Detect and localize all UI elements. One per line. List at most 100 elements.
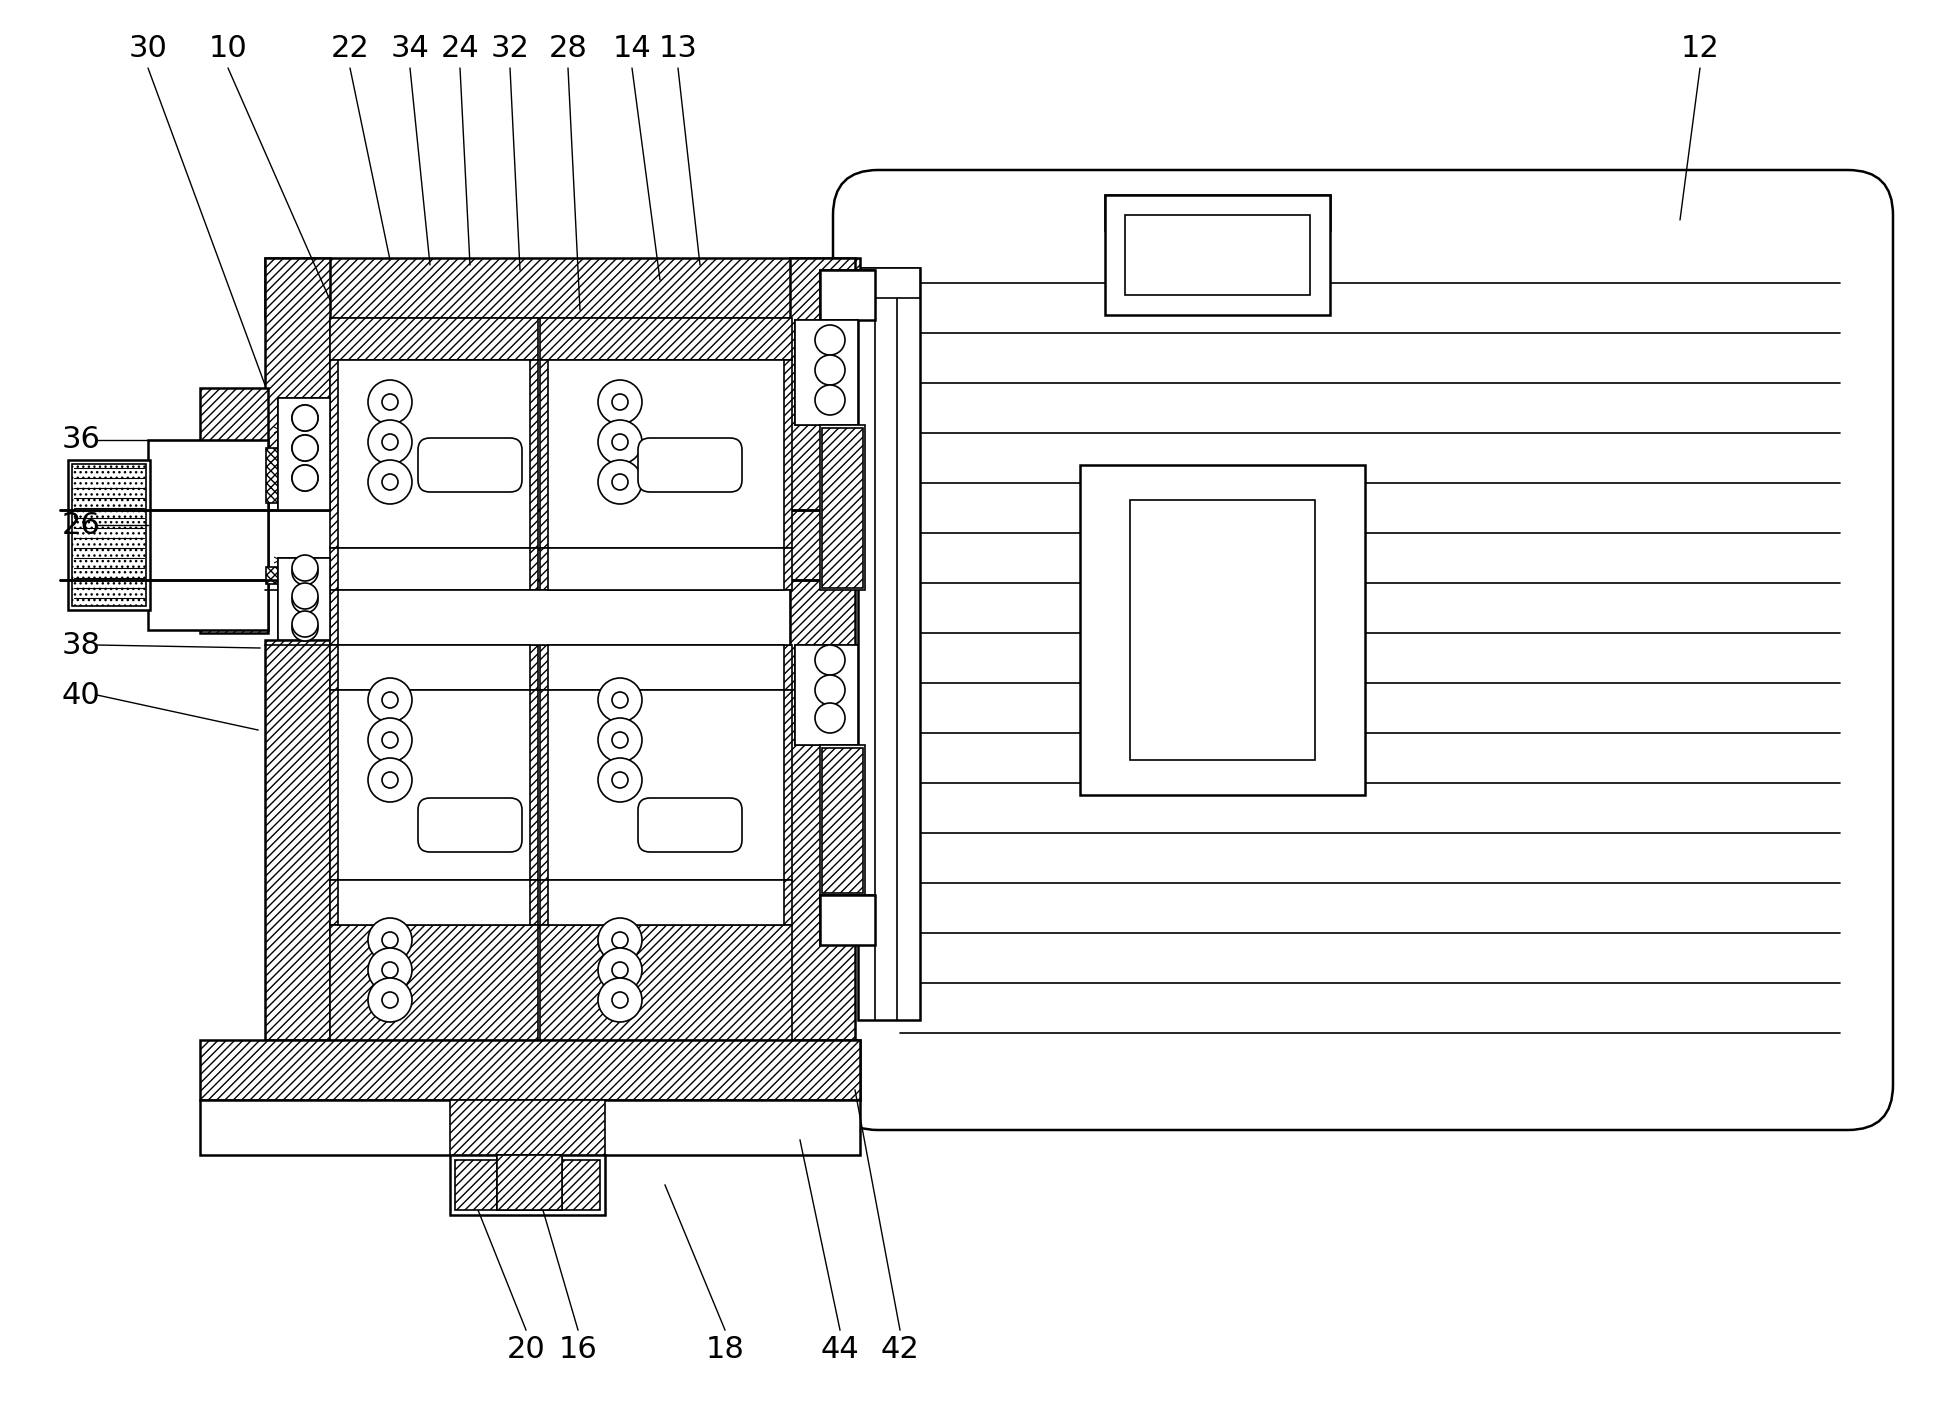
Bar — [278, 398, 331, 509]
Circle shape — [611, 773, 629, 788]
Circle shape — [597, 719, 642, 761]
Bar — [821, 748, 862, 894]
Circle shape — [381, 962, 399, 978]
Bar — [858, 268, 920, 297]
Bar — [1105, 195, 1329, 231]
Bar — [819, 746, 866, 895]
Text: 32: 32 — [490, 34, 529, 63]
Bar — [331, 317, 537, 360]
Text: 13: 13 — [658, 34, 697, 63]
Circle shape — [597, 948, 642, 992]
Circle shape — [597, 420, 642, 464]
Bar — [331, 548, 537, 591]
Text: 18: 18 — [706, 1335, 745, 1365]
Bar — [549, 645, 784, 690]
Bar — [819, 895, 876, 945]
Bar — [265, 258, 331, 450]
Bar — [339, 645, 529, 690]
Bar — [1105, 195, 1329, 314]
Bar — [819, 270, 876, 320]
Circle shape — [611, 692, 629, 709]
Circle shape — [292, 406, 317, 431]
Text: 10: 10 — [208, 34, 247, 63]
Circle shape — [611, 434, 629, 450]
Circle shape — [381, 434, 399, 450]
Circle shape — [292, 559, 317, 585]
Bar — [267, 448, 282, 502]
Circle shape — [611, 992, 629, 1007]
Bar — [496, 1155, 562, 1210]
Bar — [339, 548, 529, 591]
Circle shape — [815, 703, 845, 733]
Bar — [72, 464, 146, 606]
Bar — [278, 558, 331, 640]
Circle shape — [292, 588, 317, 613]
Circle shape — [292, 465, 317, 491]
Bar — [148, 440, 269, 630]
Circle shape — [368, 948, 413, 992]
Text: 20: 20 — [506, 1335, 545, 1365]
Bar — [339, 879, 529, 925]
Circle shape — [368, 719, 413, 761]
Bar — [331, 690, 537, 879]
Circle shape — [815, 354, 845, 386]
Text: 44: 44 — [821, 1335, 860, 1365]
Bar — [796, 320, 858, 425]
Circle shape — [292, 406, 317, 431]
Bar — [331, 645, 537, 690]
Circle shape — [381, 474, 399, 490]
Circle shape — [611, 474, 629, 490]
Circle shape — [381, 773, 399, 788]
Text: 30: 30 — [128, 34, 167, 63]
Circle shape — [381, 394, 399, 410]
Text: 28: 28 — [549, 34, 588, 63]
Bar — [331, 591, 790, 645]
Circle shape — [292, 465, 317, 491]
Bar — [450, 1155, 605, 1215]
Circle shape — [611, 731, 629, 748]
Bar — [539, 645, 792, 690]
Circle shape — [381, 992, 399, 1007]
Circle shape — [368, 460, 413, 504]
Circle shape — [611, 962, 629, 978]
Bar — [339, 690, 529, 879]
Bar — [200, 1100, 860, 1155]
Bar — [265, 640, 331, 1040]
Bar — [819, 270, 876, 320]
Bar — [539, 879, 792, 925]
Bar — [450, 1100, 605, 1155]
FancyBboxPatch shape — [418, 438, 522, 492]
Bar — [819, 895, 876, 945]
Bar — [455, 1160, 599, 1210]
Text: 34: 34 — [391, 34, 430, 63]
Circle shape — [597, 758, 642, 803]
Bar — [821, 428, 862, 588]
Text: 16: 16 — [559, 1335, 597, 1365]
Circle shape — [368, 758, 413, 803]
Circle shape — [292, 615, 317, 640]
Bar — [549, 879, 784, 925]
Circle shape — [597, 460, 642, 504]
Text: 24: 24 — [440, 34, 479, 63]
Bar — [1080, 465, 1364, 795]
Bar — [819, 425, 866, 591]
Bar — [796, 645, 858, 746]
Bar — [858, 268, 920, 1020]
Bar — [1131, 499, 1315, 760]
Text: 22: 22 — [331, 34, 370, 63]
Bar — [267, 566, 282, 583]
Circle shape — [368, 420, 413, 464]
Circle shape — [292, 555, 317, 581]
Bar — [549, 548, 784, 591]
Circle shape — [815, 675, 845, 704]
FancyBboxPatch shape — [638, 798, 741, 852]
Bar — [278, 398, 331, 509]
Circle shape — [368, 677, 413, 721]
Circle shape — [381, 731, 399, 748]
Bar — [790, 258, 854, 1040]
Bar — [339, 591, 790, 645]
Bar — [331, 879, 537, 925]
Text: 40: 40 — [62, 680, 101, 710]
Circle shape — [597, 918, 642, 962]
Bar — [265, 258, 860, 317]
